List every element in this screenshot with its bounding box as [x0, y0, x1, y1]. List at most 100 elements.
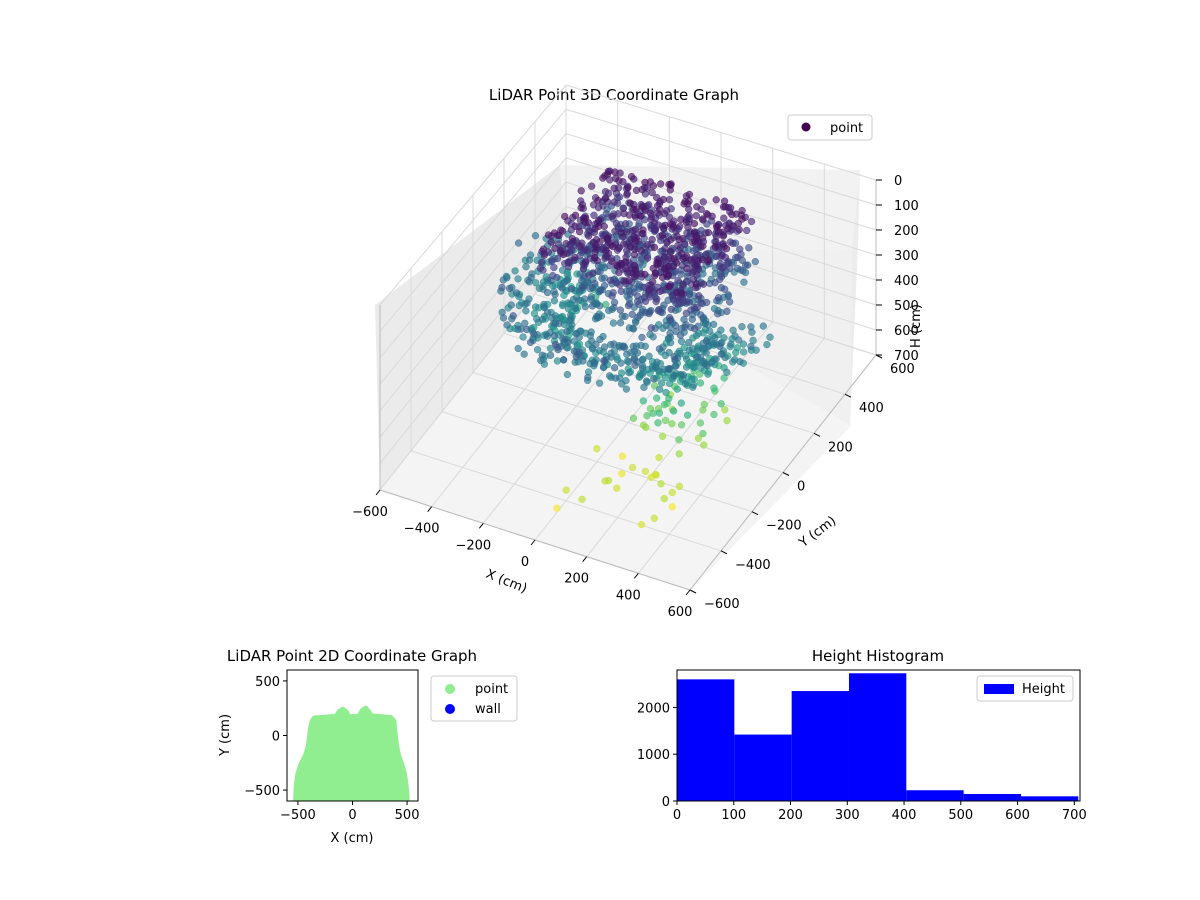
point-3d [668, 420, 676, 428]
x-tick-mark [582, 556, 588, 562]
point-3d [610, 184, 618, 192]
point-3d [649, 333, 657, 341]
legend-3d: point [787, 114, 873, 141]
histogram-bar [677, 679, 735, 801]
x-tick-label-3d: 0 [521, 555, 529, 570]
point-3d [630, 175, 638, 183]
point-3d [575, 227, 584, 236]
point-3d [739, 348, 748, 356]
point-3d [662, 388, 670, 397]
point-3d [643, 412, 651, 420]
y-tick-label-3d: 600 [890, 362, 915, 377]
x-tick-label-3d: 200 [564, 572, 589, 587]
point-3d [650, 514, 658, 522]
point-3d [592, 242, 600, 250]
point-3d [503, 321, 511, 329]
point-3d [669, 262, 677, 270]
z-tick-label-3d: 300 [894, 249, 919, 264]
point-3d [643, 254, 652, 262]
point-3d [561, 212, 569, 221]
point-3d [625, 324, 634, 332]
y-tick-mark [844, 393, 852, 398]
z-tick-label-3d: 100 [894, 199, 919, 214]
point-3d [572, 353, 580, 361]
point-3d [666, 329, 674, 337]
point-3d [724, 225, 732, 233]
point-3d [656, 385, 664, 394]
point-3d [654, 209, 662, 217]
x-tick-label-hist: 200 [778, 808, 803, 823]
point-3d [654, 419, 662, 427]
point-3d [590, 211, 598, 219]
z-axis-label-3d: H (cm) [909, 304, 924, 348]
point-3d [610, 364, 619, 372]
axes-hist-frame [676, 669, 1081, 802]
x-tick-label-hist: 100 [721, 808, 746, 823]
point-3d [531, 232, 540, 240]
point-3d [685, 338, 693, 347]
point-3d [718, 272, 726, 281]
point-3d [514, 239, 523, 247]
point-3d [498, 283, 506, 292]
point-3d [588, 345, 597, 353]
point-3d [539, 245, 548, 253]
point-3d [609, 242, 617, 251]
point-3d [688, 315, 696, 323]
point-3d [558, 266, 567, 274]
point-3d [732, 348, 740, 357]
point-3d [681, 380, 690, 388]
histogram-bar [734, 734, 792, 801]
point-3d [711, 279, 719, 287]
point-3d [657, 180, 665, 188]
x-tick-mark [685, 589, 691, 596]
point-3d [612, 374, 620, 382]
x-tick-mark [478, 523, 484, 529]
point-3d [649, 264, 657, 273]
point-3d [718, 251, 726, 260]
point-3d [745, 244, 753, 252]
ticks-2d: −500−500 0 0 500 500 [244, 675, 419, 823]
x-tick-label-2d: −500 [280, 808, 316, 823]
point-3d [590, 359, 599, 368]
point-3d [699, 198, 707, 206]
grid-line [379, 133, 567, 359]
point-3d [734, 253, 742, 262]
point-3d [699, 429, 707, 438]
point-3d [682, 309, 690, 317]
point-3d [683, 264, 691, 273]
y-tick-label-3d: −400 [735, 558, 771, 573]
point-3d [751, 257, 759, 266]
histogram-bar [963, 793, 1021, 801]
point-3d [665, 365, 673, 373]
x-tick-label-hist: 700 [1062, 808, 1087, 823]
point-3d [601, 188, 610, 196]
legend-2d: point wall [430, 675, 518, 722]
point-3d [600, 343, 609, 351]
y-axis-label-2d: Y (cm) [218, 714, 233, 757]
point-3d [581, 302, 589, 311]
point-3d [624, 301, 633, 310]
point-3d [727, 340, 735, 348]
point-3d [617, 287, 625, 296]
point-3d [616, 319, 625, 327]
point-3d [681, 323, 689, 331]
point-3d [638, 370, 646, 378]
legend-hist: Height [976, 675, 1074, 702]
point-3d [623, 191, 631, 199]
z-tick-label-3d: 500 [894, 299, 919, 314]
point-3d [717, 350, 725, 358]
point-3d [693, 304, 701, 312]
point-3d [571, 254, 579, 262]
point-3d [696, 379, 705, 387]
x-tick-label-3d: −200 [455, 538, 491, 553]
point-3d [571, 304, 580, 313]
point-3d [621, 312, 629, 321]
y-tick-label-hist: 0 [662, 795, 670, 810]
point-3d [658, 432, 667, 440]
y-tick-label-3d: 400 [859, 401, 884, 416]
chart-3d: LiDAR Point 3D Coordinate Graph −600 −400… [352, 84, 924, 620]
y-tick-label-3d: −200 [766, 519, 802, 534]
point-3d [543, 308, 552, 316]
point-3d [665, 282, 674, 291]
point-3d [587, 295, 595, 303]
